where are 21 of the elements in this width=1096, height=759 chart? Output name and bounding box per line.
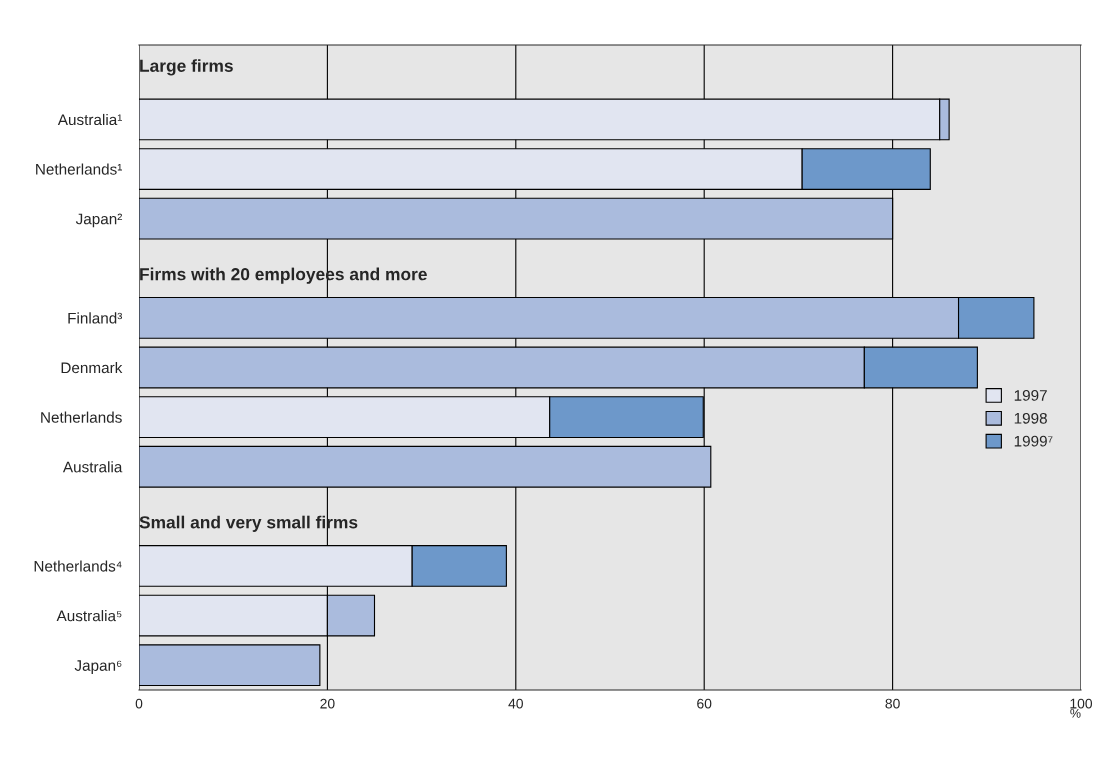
y-tick-label: Netherlands [41,411,122,423]
x-axis-title: % [1070,708,1081,718]
y-tick-label: Australia⁵ [56,610,122,622]
x-tick-label: 100 [1070,698,1093,709]
legend-label: 1997 [1014,390,1047,401]
y-tick-label: Australia¹ [57,113,122,126]
legend-label: 1999⁷ [1014,435,1053,447]
x-tick-label: 20 [320,698,335,709]
y-tick-label: Netherlands¹ [36,163,122,175]
x-tick-label: 80 [885,698,900,709]
x-tick-label: 60 [697,698,712,709]
y-tick-label: Finland³ [68,312,123,324]
y-tick-label: Australia [62,461,123,473]
annotation: Large firms [140,59,233,76]
y-tick-label: Japan² [75,213,123,228]
y-tick-label: Netherlands⁴ [34,560,122,572]
x-tick-label: 0 [135,698,143,709]
legend-label: 1998 [1014,412,1047,424]
x-tick-label: 40 [508,698,523,709]
y-tick-label: Denmark [61,361,123,374]
y-tick-label: Japan⁶ [74,660,122,674]
